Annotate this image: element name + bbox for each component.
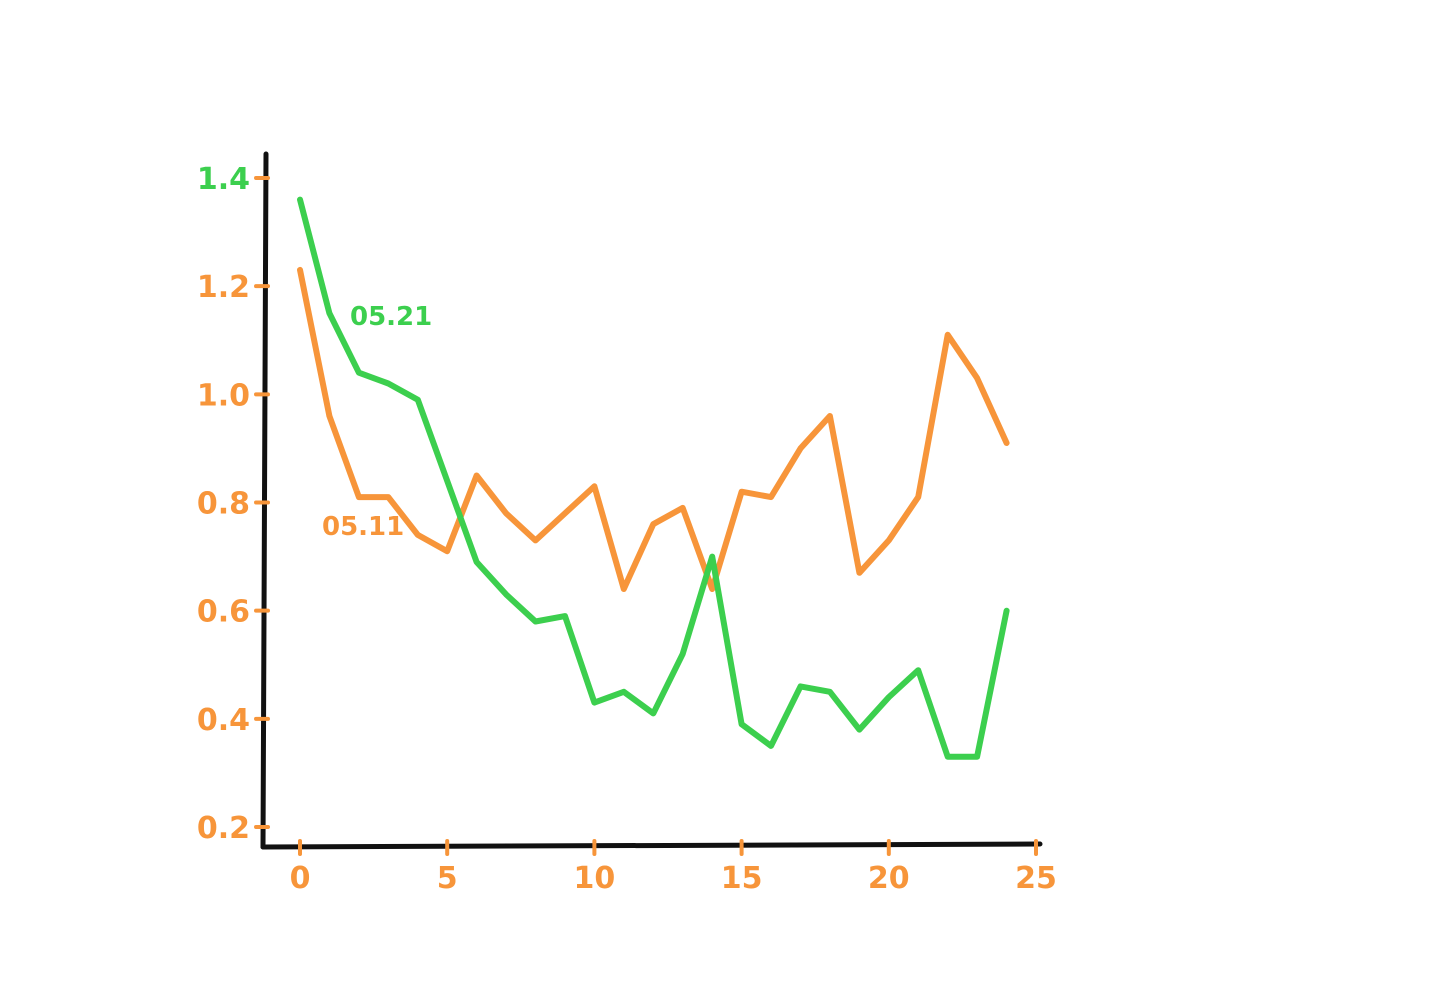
series-line-05-11: [297, 266, 1010, 592]
series-label-05-11: 05.11: [322, 512, 404, 542]
axes: [260, 151, 1043, 850]
series-labels: 05.11 05.21: [322, 302, 432, 542]
series-line-05-21: [297, 196, 1010, 760]
x-tick-label: 10: [574, 861, 616, 896]
series-lines: [297, 196, 1010, 760]
ticks: 0.2 0.4 0.6 0.8 1.0 1.2 1.4 0 5 10 15 20 25: [197, 162, 1057, 896]
y-tick-label: 1.4: [197, 162, 250, 197]
y-tick-label: 0.2: [197, 811, 250, 846]
y-tick-label: 1.0: [197, 378, 250, 413]
y-tick-label: 0.4: [197, 703, 250, 738]
x-tick-label: 15: [721, 861, 763, 896]
x-axis-line: [260, 841, 1043, 850]
y-tick-label: 1.2: [197, 270, 250, 305]
x-tick-label: 20: [868, 861, 910, 896]
y-tick-label: 0.6: [197, 595, 250, 630]
x-tick-label: 25: [1015, 861, 1057, 896]
series-label-05-21: 05.21: [350, 302, 432, 332]
y-tick-label: 0.8: [197, 487, 250, 522]
x-tick-label: 0: [290, 861, 311, 896]
x-tick-label: 5: [437, 861, 458, 896]
